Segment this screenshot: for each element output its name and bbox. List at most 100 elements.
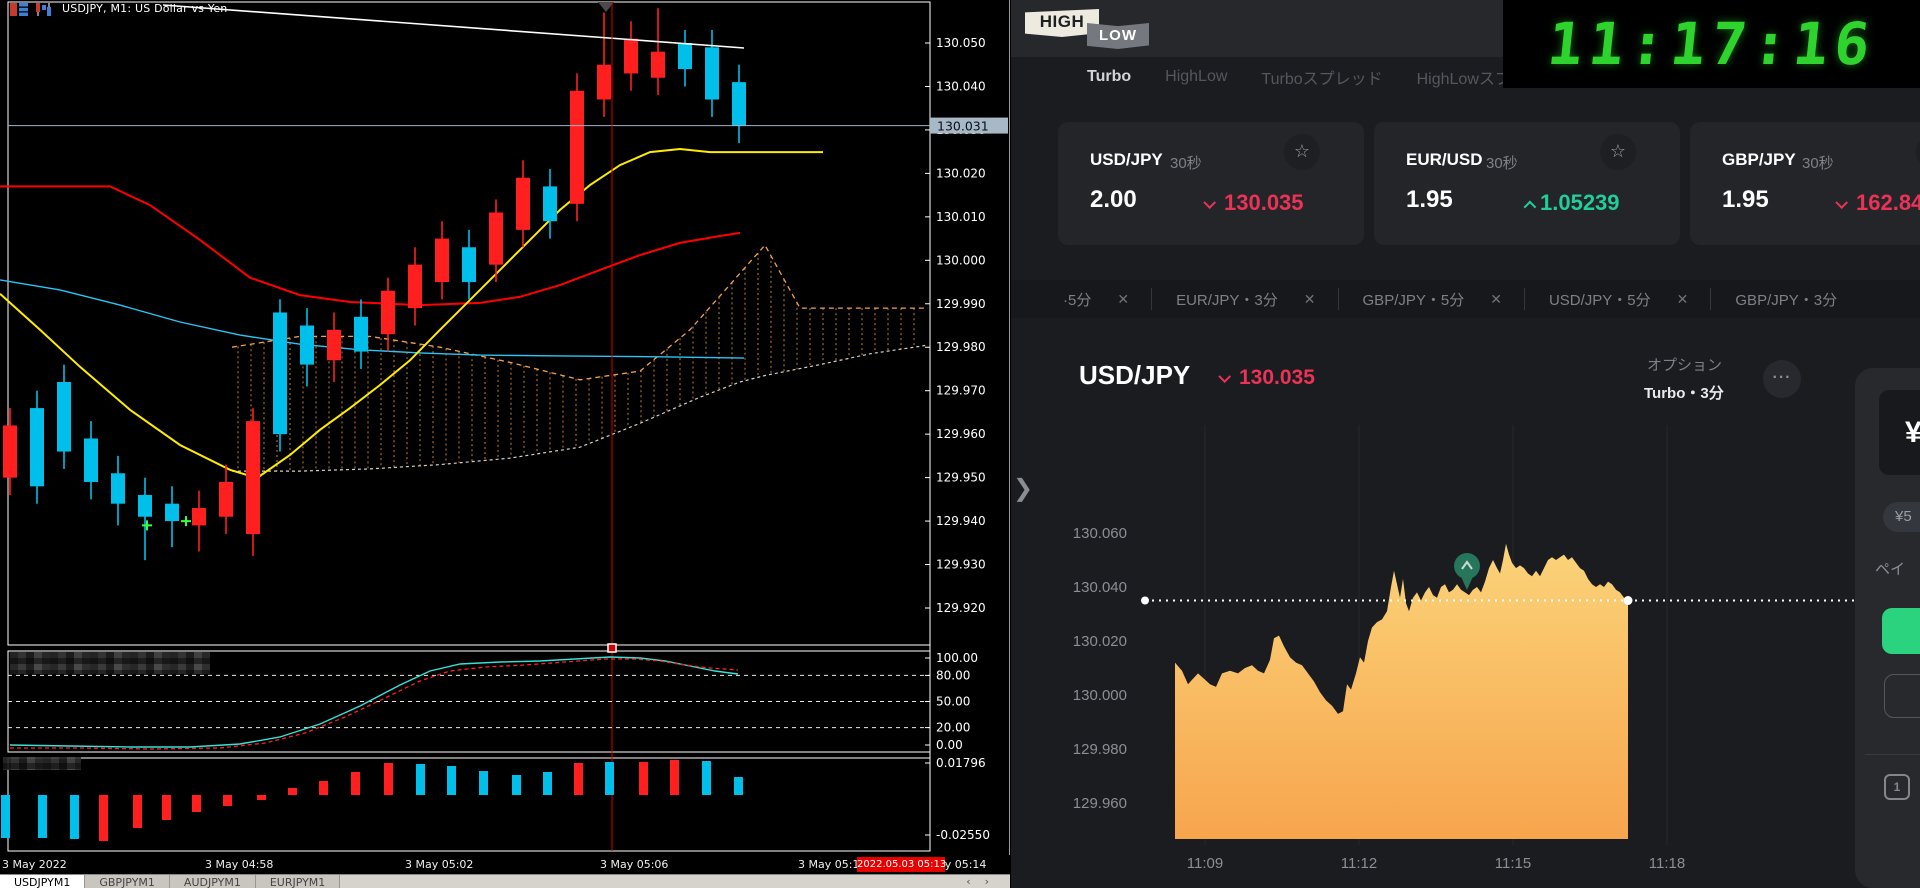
card-quote: 1.05239	[1523, 190, 1620, 216]
chart-chip[interactable]: USD/JPY・5分 ✕	[1549, 289, 1710, 310]
favorite-star-icon[interactable]: ☆	[1916, 134, 1920, 170]
osc-bar	[99, 795, 108, 841]
redacted-indicator-name	[10, 652, 210, 674]
asset-card-gbpjpy[interactable]: GBP/JPY 30秒 ☆ 1.95 162.847	[1690, 122, 1920, 245]
chip-close-icon[interactable]: ✕	[1117, 290, 1130, 307]
down-arrow-icon	[1835, 196, 1849, 210]
current-price-value: 130.031	[937, 119, 989, 134]
card-payout: 1.95	[1406, 186, 1453, 213]
mt4-window: 130.050130.040130.030130.020130.010130.0…	[0, 0, 1010, 888]
ticket-count-icon[interactable]: 1	[1884, 774, 1910, 800]
chip-label: USD/JPY・5分	[1548, 291, 1651, 309]
mt4-tab-usdjpym1[interactable]: USDJPYM1	[0, 875, 86, 888]
chip-separator	[1151, 288, 1153, 310]
asset-card-eurusd[interactable]: EUR/USD 30秒 ☆ 1.95 1.05239	[1374, 122, 1680, 245]
mt4-chart-title: USDJPY, M1: US Dollar vs Yen	[62, 2, 228, 15]
time-axis-label: 3 May 05:10	[798, 858, 867, 871]
card-payout: 1.95	[1722, 186, 1769, 213]
tab-turbo[interactable]: Turbo	[1087, 68, 1132, 85]
current-price-box	[930, 117, 1008, 134]
more-options-button[interactable]: ···	[1763, 360, 1801, 398]
stoch-axis-label: 20.00	[936, 721, 970, 735]
chip-close-icon[interactable]: ✕	[1676, 290, 1689, 307]
candle-body	[219, 481, 233, 517]
chip-close-icon[interactable]: ✕	[1303, 290, 1316, 307]
mt4-chart-tab-bar: USDJPYM1 GBPJPYM1 AUDJPYM1 EURJPYM1	[0, 874, 1010, 888]
osc-bar	[670, 760, 679, 795]
clock-digits: 11:17:16	[1544, 10, 1879, 78]
trade-panel: ¥ ¥5 ペイ 1	[1855, 368, 1920, 888]
panel-expander-chevron[interactable]: ❯	[1013, 474, 1034, 502]
osc-bar	[384, 763, 393, 795]
price-axis-label: 129.990	[936, 297, 986, 311]
candle-body	[489, 212, 503, 265]
osc-bar	[1, 795, 10, 838]
tab-scroll-arrows[interactable]: ‹›	[966, 875, 1003, 888]
candle-body	[408, 264, 422, 309]
low-buy-button[interactable]	[1884, 674, 1920, 718]
chip-close-icon[interactable]: ✕	[1490, 290, 1502, 307]
logo-high-badge: HIGH	[1025, 9, 1099, 37]
candle-body	[516, 177, 530, 230]
down-arrow-icon	[1218, 370, 1232, 384]
candle-body	[381, 290, 395, 335]
y-axis-label: 130.000	[1073, 687, 1127, 704]
favorite-star-icon[interactable]: ☆	[1600, 134, 1636, 170]
mt4-chart[interactable]: 130.050130.040130.030130.020130.010130.0…	[0, 0, 1010, 888]
cyan-ma-line	[0, 279, 745, 359]
server-clock: 11:17:16	[1503, 0, 1920, 88]
favorite-star-icon[interactable]: ☆	[1284, 134, 1320, 170]
chart-quote: 130.035	[1218, 366, 1315, 390]
chart-chip[interactable]: GBP/JPY・5分 ✕	[1363, 289, 1524, 310]
osc-axis-label: 0.01796	[936, 756, 986, 770]
candle-body	[651, 51, 665, 78]
chart-pair-label[interactable]: USD/JPY	[1079, 360, 1191, 390]
time-axis-label: 3 May 05:02	[405, 858, 474, 871]
candle-body	[30, 408, 44, 487]
highlow-logo[interactable]: HIGH LOW	[1025, 9, 1175, 49]
mt4-tab-audjpym1[interactable]: AUDJPYM1	[169, 875, 256, 888]
option-label: オプション	[1647, 357, 1723, 374]
current-price-dot	[1623, 596, 1633, 605]
mt4-tab-gbpjpym1[interactable]: GBPJPYM1	[85, 875, 170, 888]
chart-bars-icon[interactable]	[10, 3, 28, 16]
y-axis-label: 130.040	[1073, 579, 1127, 596]
chart-chip[interactable]: GBP/JPY・3分	[1735, 289, 1837, 310]
trade-pin-up-arrow-icon	[1461, 560, 1473, 570]
high-buy-button[interactable]	[1882, 608, 1920, 654]
osc-axis-label: -0.02550	[936, 828, 990, 842]
osc-bar	[543, 772, 552, 795]
candle-body	[138, 495, 152, 517]
card-pair: GBP/JPY	[1722, 150, 1796, 169]
redacted-indicator-value	[3, 757, 81, 770]
mt4-tab-eurjpym1[interactable]: EURJPYM1	[255, 875, 341, 888]
trendline[interactable]	[162, 4, 745, 49]
yellow-ma-line	[0, 147, 823, 480]
chart-chip[interactable]: ·5分 ✕	[1063, 289, 1151, 310]
osc-bar	[192, 795, 201, 812]
osc-bar	[734, 777, 743, 795]
y-axis-label: 130.020	[1073, 633, 1127, 650]
osc-bar	[351, 772, 360, 795]
trade-pin-tail	[1459, 572, 1475, 590]
card-quote: 162.847	[1835, 190, 1920, 216]
y-axis-label: 129.980	[1073, 741, 1127, 758]
tab-turboスプレッド[interactable]: Turboスプレッド	[1261, 71, 1383, 88]
price-area	[1175, 543, 1628, 839]
candle-body	[165, 503, 179, 522]
chart-chip[interactable]: EUR/JPY・3分 ✕	[1176, 289, 1337, 310]
tab-highlow[interactable]: HighLow	[1165, 68, 1228, 85]
chip-label: GBP/JPY・3分	[1735, 291, 1838, 309]
scroll-to-end-triangle[interactable]	[598, 2, 614, 12]
amount-preset-chip[interactable]: ¥5	[1883, 502, 1920, 532]
asset-card-usdjpy[interactable]: USD/JPY 30秒 ☆ 2.00 130.035	[1058, 122, 1364, 245]
amount-input[interactable]: ¥	[1879, 390, 1920, 475]
y-axis-label: 130.060	[1073, 525, 1127, 542]
chart-type-icon[interactable]	[36, 3, 54, 16]
signal-cross-marker	[181, 516, 191, 527]
payout-label: ペイ	[1875, 561, 1906, 578]
kumo-senkou-b	[232, 344, 929, 472]
osc-bar	[257, 795, 266, 800]
stoch-axis-label: 0.00	[936, 738, 963, 752]
price-axis-label: 130.050	[936, 36, 986, 50]
